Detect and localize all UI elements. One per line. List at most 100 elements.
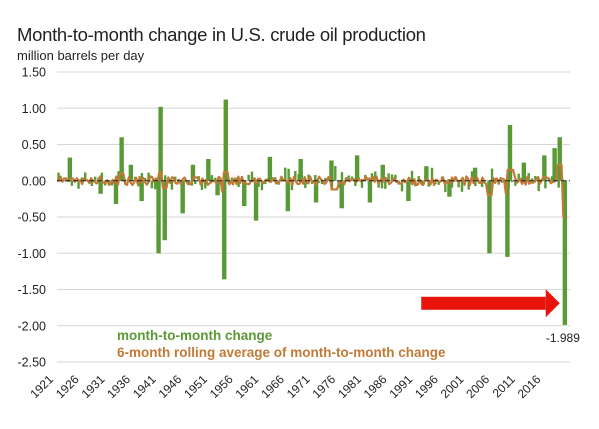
bar-noise [327,178,330,181]
x-tick-label: 1926 [53,372,82,401]
bar [267,156,273,181]
bar-noise [70,180,74,186]
bar-noise [340,172,344,181]
bar [354,155,360,181]
bar-noise [530,178,534,181]
bar-noise [320,180,324,185]
bar [98,180,103,194]
y-tick-label: 0.00 [22,174,46,188]
bar-noise [454,180,457,182]
y-tick-label: 1.00 [22,102,46,116]
bar-noise [77,180,80,189]
x-tick-label: 1976 [309,372,338,401]
bar-noise [314,174,317,181]
bar-noise [90,180,94,186]
y-tick-label: -2.50 [18,356,47,370]
bar [162,180,167,241]
y-tick-label: 0.50 [22,138,46,152]
bar-noise [164,175,167,181]
bar-noise [80,177,84,181]
bar-noise [170,180,174,190]
bar-noise [360,180,364,188]
annotations: -1.989 [546,331,580,345]
bar [190,164,196,181]
x-tick-label: 1951 [181,372,210,401]
bar-noise [480,180,484,187]
bar-noise [84,172,87,181]
x-tick-label: 1996 [412,372,441,401]
bar-noise [147,172,150,181]
bar [406,180,411,202]
bar-noise [94,176,97,181]
bar-noise [144,177,147,181]
x-tick-label: 1941 [130,372,159,401]
bar [557,137,562,181]
bar-noise [474,180,477,187]
bar-noise [200,180,204,190]
y-tick-label: -0.50 [18,211,47,225]
y-axis-tick-labels: 1.50 1.00 0.50 0.00 -0.50 -1.00 -1.50 -2.00 -2.5… [18,66,47,370]
bar [119,137,124,181]
bar-noise [374,171,377,181]
arrow-shaft [421,296,546,310]
chart-subtitle: million barrels per day [17,48,145,63]
y-tick-label: -1.50 [18,283,47,297]
bar-noise [307,174,310,181]
bar [562,180,568,325]
bar-noise [450,180,454,188]
bar [253,180,259,221]
y-tick-label: -2.00 [18,319,47,333]
bar-noise [500,180,504,183]
y-tick-label: 1.50 [22,66,46,80]
bar [298,159,303,181]
highlight-arrow [421,289,560,318]
bar-noise [214,177,217,181]
bar [67,157,73,181]
bar-noise [260,180,264,191]
bar-noise [287,168,290,181]
bar-noise [460,180,464,192]
bar-noise [154,180,157,190]
bar-noise [250,171,254,181]
x-tick-label: 2016 [515,372,544,401]
legend-month-to-month-change: month-to-month change [117,328,273,343]
rolling-average-line [57,163,566,219]
bar [424,166,429,181]
legend-rolling-average: 6-month rolling average of month-to-mont… [117,345,446,360]
bar-noise [354,180,357,186]
bar [139,180,144,202]
chart-title: Month-to-month change in U.S. crude oil … [17,24,426,45]
x-tick-label: 1931 [79,372,108,401]
bar-noise [557,180,560,188]
bar [339,180,344,209]
bar-noise [194,180,197,185]
bar [505,180,510,257]
x-tick-label: 1956 [207,372,236,401]
bar-noise [410,170,414,181]
bar-noise [294,170,297,181]
bar [542,155,547,181]
bar [113,180,119,204]
bar-noise [380,180,384,189]
bar-noise [247,174,250,181]
bar [128,164,134,181]
series-rolling-average [57,163,566,219]
bar-noise [390,174,394,181]
y-tick-label: -1.00 [18,247,47,261]
bar [222,180,227,280]
bar-noise [304,180,307,188]
x-tick-label: 1991 [386,372,415,401]
bar-noise [257,180,260,187]
bar-noise [57,172,60,181]
bar-noise [384,180,387,189]
bar-noise [544,180,547,189]
bar [223,99,228,181]
bar-noise [444,180,447,193]
x-tick-label: 1961 [233,372,262,401]
bar [380,164,385,181]
bar-noise [514,180,517,186]
bar-noise [457,180,460,188]
x-tick-label: 1966 [258,372,287,401]
bar [472,167,478,181]
